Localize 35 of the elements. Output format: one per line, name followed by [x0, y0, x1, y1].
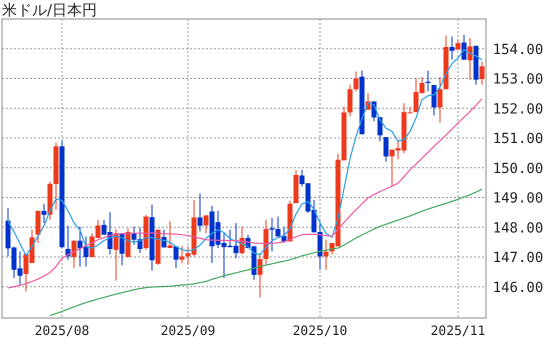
candlestick	[450, 36, 454, 60]
y-tick-label: 152.00	[492, 101, 544, 118]
line-series	[49, 188, 483, 316]
candlestick	[72, 240, 76, 269]
candlestick	[168, 220, 172, 249]
candlestick	[324, 239, 328, 270]
candlestick	[480, 61, 484, 86]
candlestick	[384, 136, 388, 162]
y-tick-label: 146.00	[492, 280, 544, 296]
y-tick-label: 150.00	[492, 160, 544, 177]
candlestick	[42, 203, 46, 224]
y-tick-label: 153.00	[492, 72, 544, 88]
x-tick-label: 2025/11	[430, 324, 486, 339]
candlestick	[174, 246, 178, 269]
y-tick-label: 148.00	[492, 220, 544, 236]
candlestick	[468, 38, 472, 80]
candlestick	[354, 70, 358, 92]
y-tick-label: 151.00	[492, 131, 544, 148]
x-tick-label: 2025/10	[292, 324, 348, 339]
line-series	[7, 98, 483, 289]
candlestick	[438, 76, 442, 124]
candlestick	[462, 34, 466, 60]
x-tick-label: 2025/09	[160, 324, 216, 339]
y-tick-label: 154.00	[492, 42, 544, 58]
candlestick	[258, 252, 262, 298]
x-tick-label: 2025/08	[34, 324, 90, 339]
candlestick	[36, 210, 40, 244]
y-tick-label: 149.00	[492, 190, 544, 207]
candlestick	[348, 84, 352, 117]
y-tick-label: 147.00	[492, 250, 544, 266]
candlestick	[198, 193, 202, 232]
candlestick	[180, 246, 184, 264]
candlestick	[204, 214, 208, 234]
candlestick	[432, 84, 436, 116]
chart-title: 米ドル/日本円	[2, 1, 98, 19]
